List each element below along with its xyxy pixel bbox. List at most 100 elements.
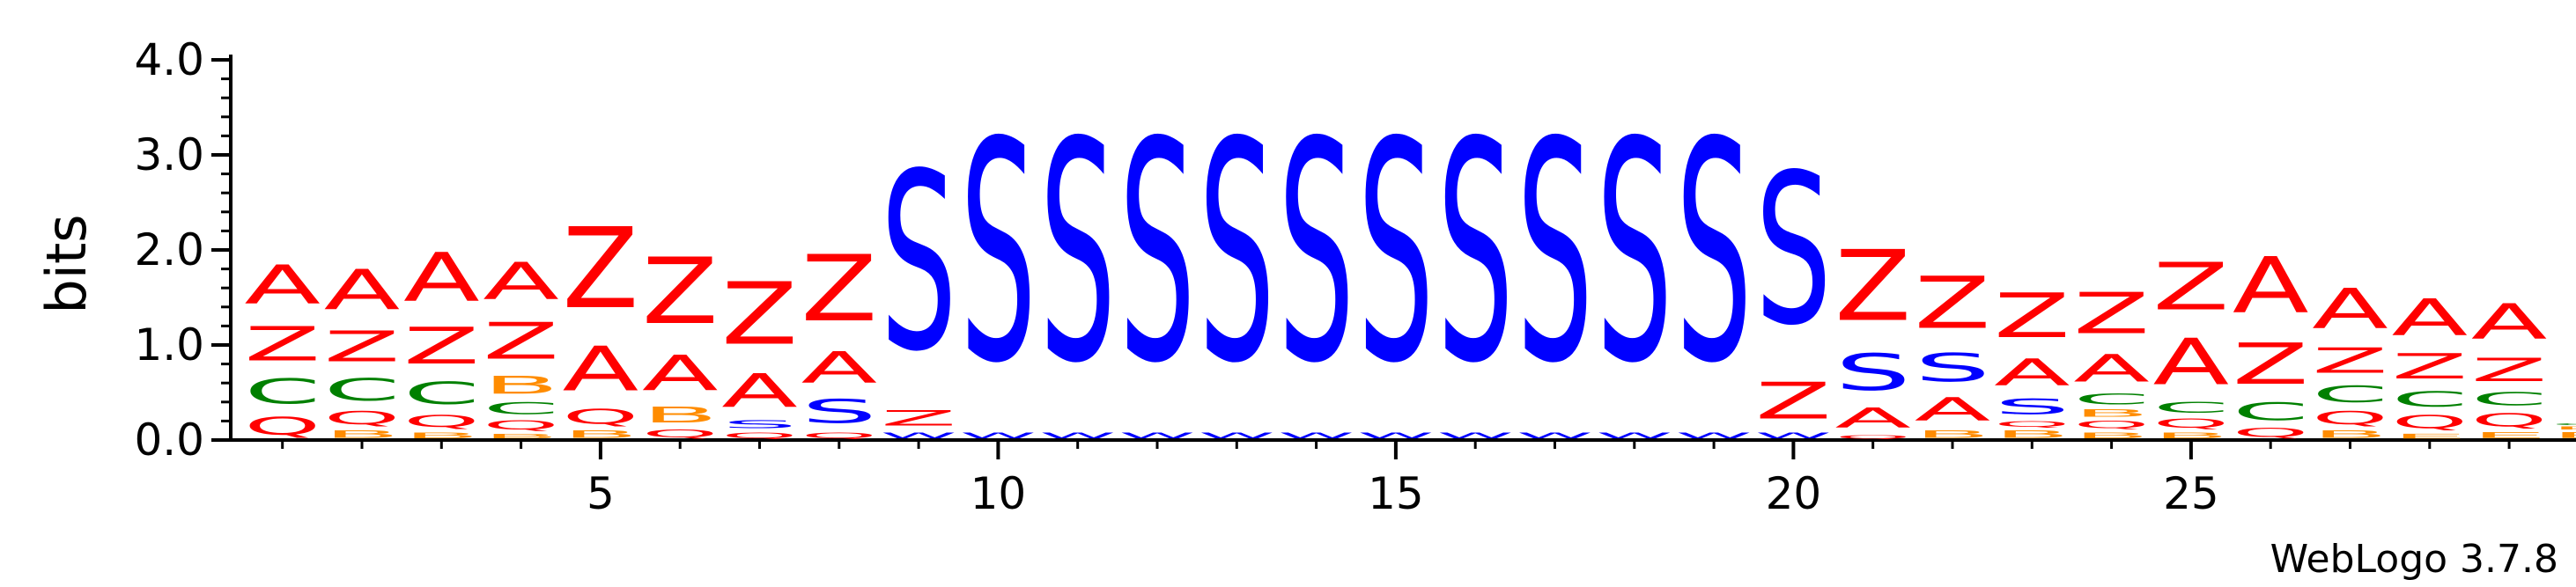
logo-glyph-s: S [1119,77,1196,429]
logo-glyph-a: A [1915,391,1991,429]
logo-glyph-z: Z [1755,372,1832,430]
logo-glyph-s: S [1199,77,1275,429]
logo-glyph-s: S [1358,77,1435,429]
logo-glyph-c: C [2073,391,2150,407]
logo-glyph-w: W [1278,430,1354,440]
logo-glyph-z: Z [642,239,719,345]
logo-glyph-c: C [403,375,480,411]
logo-glyph-c: C [2471,389,2548,410]
logo-glyph-q: Q [2073,419,2150,430]
logo-glyph-a: A [1834,402,1911,435]
logo-glyph-a: A [2471,294,2548,351]
logo-glyph-z: Z [1994,281,2070,352]
logo-glyph-q: Q [563,405,639,429]
logo-glyph-b: B [642,402,719,428]
logo-glyph-s: S [1517,77,1593,429]
logo-glyph-s: S [1834,343,1911,402]
logo-glyph-q: Q [642,428,719,440]
logo-glyph-s: S [1755,130,1832,371]
logo-glyph-w: W [1755,430,1832,440]
logo-glyph-a: A [2391,289,2468,347]
logo-glyph-s: S [1039,77,1116,429]
logo-glyph-c: C [244,371,321,411]
logo-glyph-w: W [1517,430,1593,440]
logo-glyph-b: B [403,430,480,440]
logo-glyph-e: E [2471,430,2548,440]
y-tick-label: 0.0 [134,415,204,466]
logo-glyph-c: C [2312,381,2388,407]
logo-glyph-b: B [1915,429,1991,440]
logo-glyph-b: B [2073,407,2150,419]
logo-glyph-q: Q [324,407,401,429]
logo-glyph-c: C [2153,400,2230,416]
logo-glyph-z: Z [2153,250,2230,326]
logo-glyph-a: A [403,238,480,316]
logo-glyph-s: S [721,418,798,430]
logo-glyph-b: B [2153,430,2230,440]
logo-glyph-c: C [2391,387,2468,412]
y-tick-label: 1.0 [134,319,204,371]
logo-glyph-s: S [1596,77,1672,429]
logo-glyph-q: Q [1834,435,1911,440]
footer-label: WebLogo 3.7.8 [2270,537,2558,582]
logo-glyph-s: S [1437,77,1514,429]
logo-glyph-w: W [1199,430,1275,440]
x-tick-label: 15 [1368,468,1424,519]
logo-glyph-a: A [2153,326,2230,400]
logo-glyph-c: C [324,371,401,407]
logo-glyph-s: S [1915,345,1991,391]
logo-glyph-w: W [1119,430,1196,440]
logo-glyph-a: A [2233,240,2309,330]
logo-glyph-z: Z [881,406,957,430]
logo-glyph-z: Z [2471,350,2548,388]
logo-glyph-s: S [1676,77,1753,429]
x-axis: 5 10 15 20 25 [231,438,2576,519]
logo-glyph-b: B [1994,429,2070,440]
logo-glyph-c: C [483,400,559,418]
logo-glyph-a: A [2073,348,2150,391]
logo-glyph-a: A [483,253,559,312]
logo-glyph-a: A [563,334,639,406]
logo-glyph-a: A [801,342,877,393]
logo-glyph-b: B [2550,426,2576,430]
logo-glyph-c: C [2233,398,2309,426]
logo-glyph-z: Z [2391,348,2468,387]
logo-glyph-q: Q [721,430,798,440]
logo-glyph-z: Z [1915,262,1991,346]
logo-glyph-q: Q [2233,426,2309,440]
logo-glyph-w: W [1676,430,1753,440]
logo-glyph-q: Q [2391,412,2468,433]
logo-glyph-w: W [1437,430,1514,440]
logo-glyph-b: B [563,429,639,440]
y-tick-label: 3.0 [134,129,204,180]
logo-glyph-a: A [244,254,321,316]
y-tick-label: 2.0 [134,224,204,275]
logo-glyph-q: Q [801,430,877,440]
logo-glyph-a: A [324,258,401,322]
logo-glyph-a: A [721,364,798,418]
logo-glyph-a: A [642,346,719,403]
logo-glyph-z: Z [563,204,639,333]
logo-glyph-s: S [801,393,877,430]
logo-glyph-b: B [2312,429,2388,440]
logo-glyph-b: B [324,429,401,440]
logo-glyph-b: B [483,432,559,440]
logo-glyph-q: Q [2312,407,2388,429]
logo-glyph-q: Q [2471,410,2548,431]
y-axis: bits 0.0 1.0 2.0 3.0 4.0 [34,34,233,466]
x-tick-label: 20 [1766,468,1822,519]
logo-glyph-z: Z [403,317,480,375]
logo-glyph-c: C [2550,423,2576,426]
logo-glyph-z: Z [2073,281,2150,347]
logo-glyph-a: A [2312,276,2388,341]
logo-glyph-s: S [1994,394,2070,419]
logo-glyph-b: B [483,371,559,399]
logo-glyph-z: Z [801,237,877,342]
y-axis-title: bits [34,214,99,313]
logo-glyph-z: Z [483,312,559,371]
logo-glyph-q: Q [2153,416,2230,430]
logo-glyph-w: W [1596,430,1672,440]
logo-glyph-w: W [1358,430,1435,440]
logo-glyph-s: S [1278,77,1354,429]
